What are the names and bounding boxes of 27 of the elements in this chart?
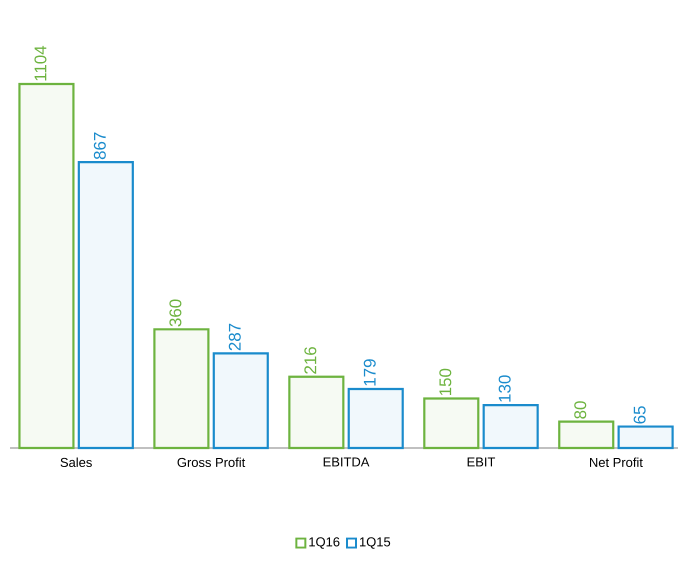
data-label: 65	[634, 406, 646, 424]
x-tick-label: Gross Profit	[178, 458, 246, 468]
bar	[423, 397, 480, 450]
bar	[18, 82, 75, 450]
data-label: 130	[498, 375, 511, 402]
bar	[482, 404, 539, 450]
data-label: 216	[304, 347, 316, 374]
legend-label: 1Q16	[309, 537, 340, 549]
bar	[212, 352, 269, 450]
x-tick-label: EBIT	[468, 458, 496, 466]
x-tick-label: Net Profit	[590, 458, 643, 468]
bar	[348, 388, 404, 450]
data-label: 80	[574, 401, 586, 419]
bar	[558, 420, 614, 450]
data-label: 150	[439, 368, 452, 396]
bar	[78, 161, 134, 450]
data-label: 360	[169, 299, 182, 326]
bar	[288, 376, 344, 450]
data-label: 179	[364, 359, 376, 386]
data-label: 287	[228, 324, 241, 350]
data-label: 1104	[34, 46, 46, 80]
data-label: 867	[94, 132, 106, 160]
x-tick-label: Sales	[60, 458, 92, 468]
x-tick-label: EBITDA	[324, 458, 370, 466]
legend-label: 1Q15	[360, 537, 390, 549]
bar	[153, 328, 210, 450]
bar	[618, 425, 674, 450]
